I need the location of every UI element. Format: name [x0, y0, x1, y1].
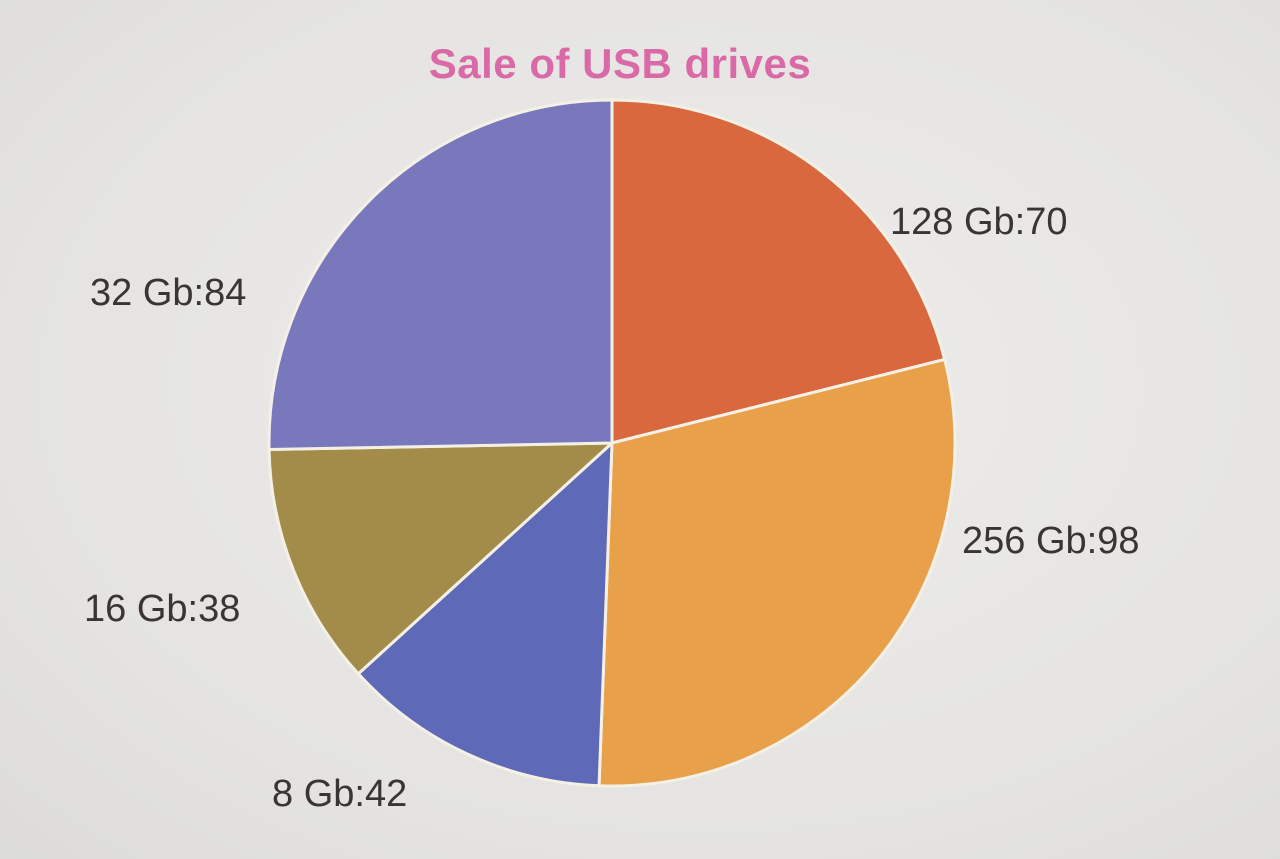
pie-slices — [267, 98, 957, 788]
pie-slice-256-gb — [597, 357, 957, 788]
pie-labels: 128 Gb:70 256 Gb:98 8 Gb:42 16 Gb:38 32 Gb:8… — [84, 201, 1139, 815]
slice-label-8-gb: 8 Gb:42 — [272, 773, 407, 815]
pie-slice-16-gb — [267, 441, 616, 676]
chart-title: Sale of USB drives — [428, 40, 812, 87]
slice-label-16-gb: 16 Gb:38 — [84, 588, 240, 630]
pie-slice-32-gb — [267, 98, 614, 452]
slice-label-32-gb: 32 Gb:84 — [90, 272, 246, 314]
slice-label-128-gb: 128 Gb:70 — [890, 201, 1067, 243]
pie-slice-8-gb — [356, 439, 614, 788]
slice-label-256-gb: 256 Gb:98 — [962, 520, 1139, 562]
pie-slice-128-gb — [610, 98, 947, 445]
